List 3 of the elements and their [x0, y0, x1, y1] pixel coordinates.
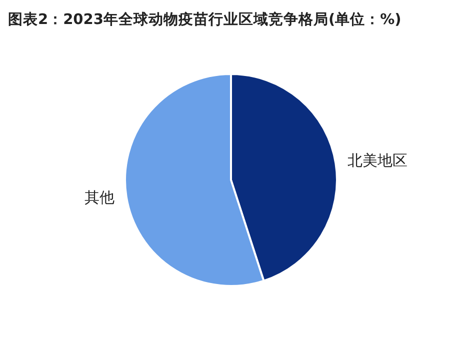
slice-label: 北美地区: [348, 151, 408, 170]
slice-label: 其他: [84, 188, 114, 206]
chart-title: 图表2：2023年全球动物疫苗行业区域竞争格局(单位：%): [8, 10, 402, 29]
